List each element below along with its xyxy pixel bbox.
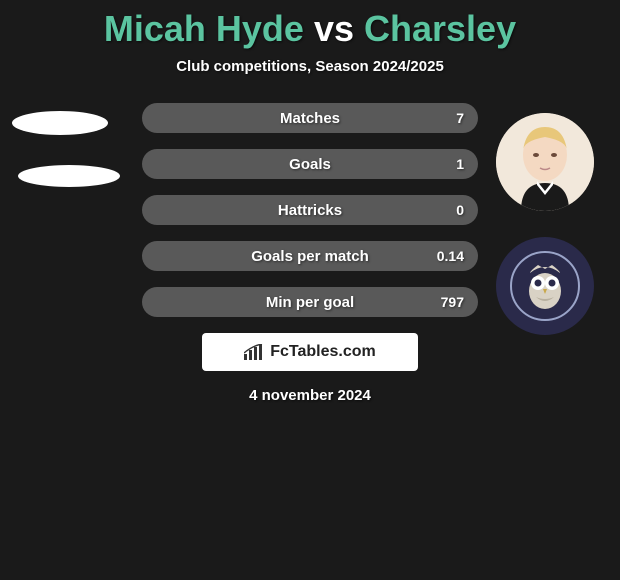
stat-row: Matches 7 [142, 103, 478, 133]
stat-label: Hattricks [278, 202, 342, 219]
stat-row: Goals 1 [142, 149, 478, 179]
bar-chart-icon [244, 344, 264, 360]
stat-value-right: 7 [456, 110, 464, 126]
stat-value-right: 797 [441, 294, 464, 310]
watermark-text: FcTables.com [270, 343, 376, 361]
comparison-content: Matches 7 Goals 1 Hattricks 0 Goals per match 0… [0, 103, 620, 317]
stat-value-right: 0 [456, 202, 464, 218]
player2-name: Charsley [364, 8, 516, 49]
comparison-title: Micah Hyde vs Charsley [0, 0, 620, 50]
stat-label: Goals per match [251, 248, 369, 265]
player-face-icon [496, 113, 594, 211]
title-vs: vs [314, 8, 354, 49]
player1-avatar-placeholder [12, 111, 108, 135]
owl-badge-icon [510, 251, 580, 321]
player1-name: Micah Hyde [104, 8, 304, 49]
stat-value-right: 1 [456, 156, 464, 172]
stat-value-right: 0.14 [437, 248, 464, 264]
snapshot-date: 4 november 2024 [0, 387, 620, 404]
stat-row: Min per goal 797 [142, 287, 478, 317]
stat-row: Hattricks 0 [142, 195, 478, 225]
stat-label: Matches [280, 110, 340, 127]
player2-avatar [496, 113, 594, 211]
watermark-badge: FcTables.com [202, 333, 418, 371]
stat-rows: Matches 7 Goals 1 Hattricks 0 Goals per match 0… [142, 103, 478, 317]
season-subtitle: Club competitions, Season 2024/2025 [0, 58, 620, 75]
stat-label: Min per goal [266, 294, 354, 311]
player1-club-placeholder [18, 165, 120, 187]
stat-label: Goals [289, 156, 331, 173]
stat-row: Goals per match 0.14 [142, 241, 478, 271]
player2-club-badge [496, 237, 594, 335]
